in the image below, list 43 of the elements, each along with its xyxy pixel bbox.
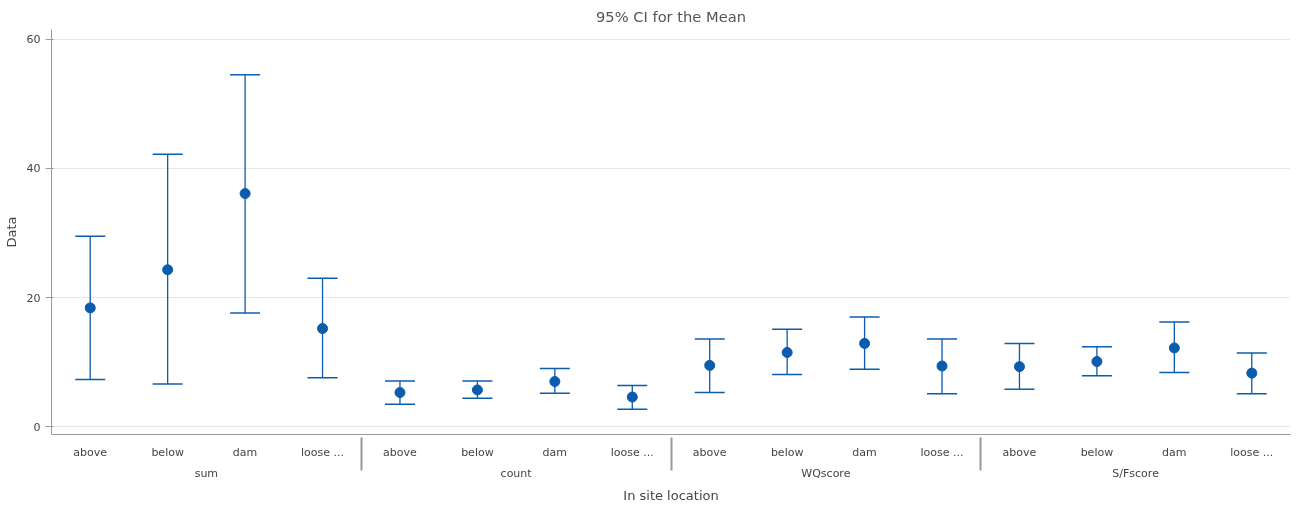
point (704, 359, 716, 371)
point (626, 391, 638, 403)
text: sum (194, 466, 219, 480)
x-axis-title: In site location (623, 487, 719, 503)
point (471, 384, 483, 396)
point (936, 360, 948, 372)
point (781, 346, 793, 358)
x-tick-label: above (383, 445, 418, 459)
chart-title: 95% CI for the Mean (596, 7, 746, 25)
x-tick-label: loose ... (920, 445, 964, 459)
y-tick-label: 60 (26, 33, 41, 47)
point (1013, 361, 1025, 373)
x-tick-label: above (73, 445, 108, 459)
point (239, 188, 251, 200)
point (394, 387, 406, 398)
y-tick-label: 20 (26, 291, 41, 305)
x-tick-label: dam (852, 445, 877, 459)
x-tick-label: above (1002, 445, 1037, 459)
y-tick-label: 0 (33, 420, 41, 434)
x-tick-label: below (461, 445, 494, 459)
x-tick-label: below (151, 445, 184, 459)
y-tick-label: 40 (26, 162, 41, 176)
x-tick-label: above (692, 445, 727, 459)
x-tick-label: dam (542, 445, 568, 459)
x-tick-label: below (770, 445, 804, 459)
x-tick-label: loose ... (1230, 445, 1274, 459)
x-tick-label: dam (1162, 445, 1187, 459)
point (1246, 367, 1258, 379)
y-axis-title: Data (3, 216, 19, 248)
point (1091, 356, 1103, 367)
point (317, 323, 329, 335)
x-tick-label: loose ... (610, 445, 654, 459)
x-tick-label: below (1080, 445, 1114, 459)
point (859, 337, 871, 349)
text: WQscore (801, 466, 851, 480)
text: S/Fscore (1112, 466, 1160, 480)
point (162, 264, 174, 276)
x-tick-label: dam (232, 445, 258, 459)
point (84, 302, 96, 314)
x-tick-label: loose ... (301, 445, 345, 459)
point (1168, 342, 1180, 354)
point (549, 376, 561, 388)
text: count (500, 466, 533, 480)
